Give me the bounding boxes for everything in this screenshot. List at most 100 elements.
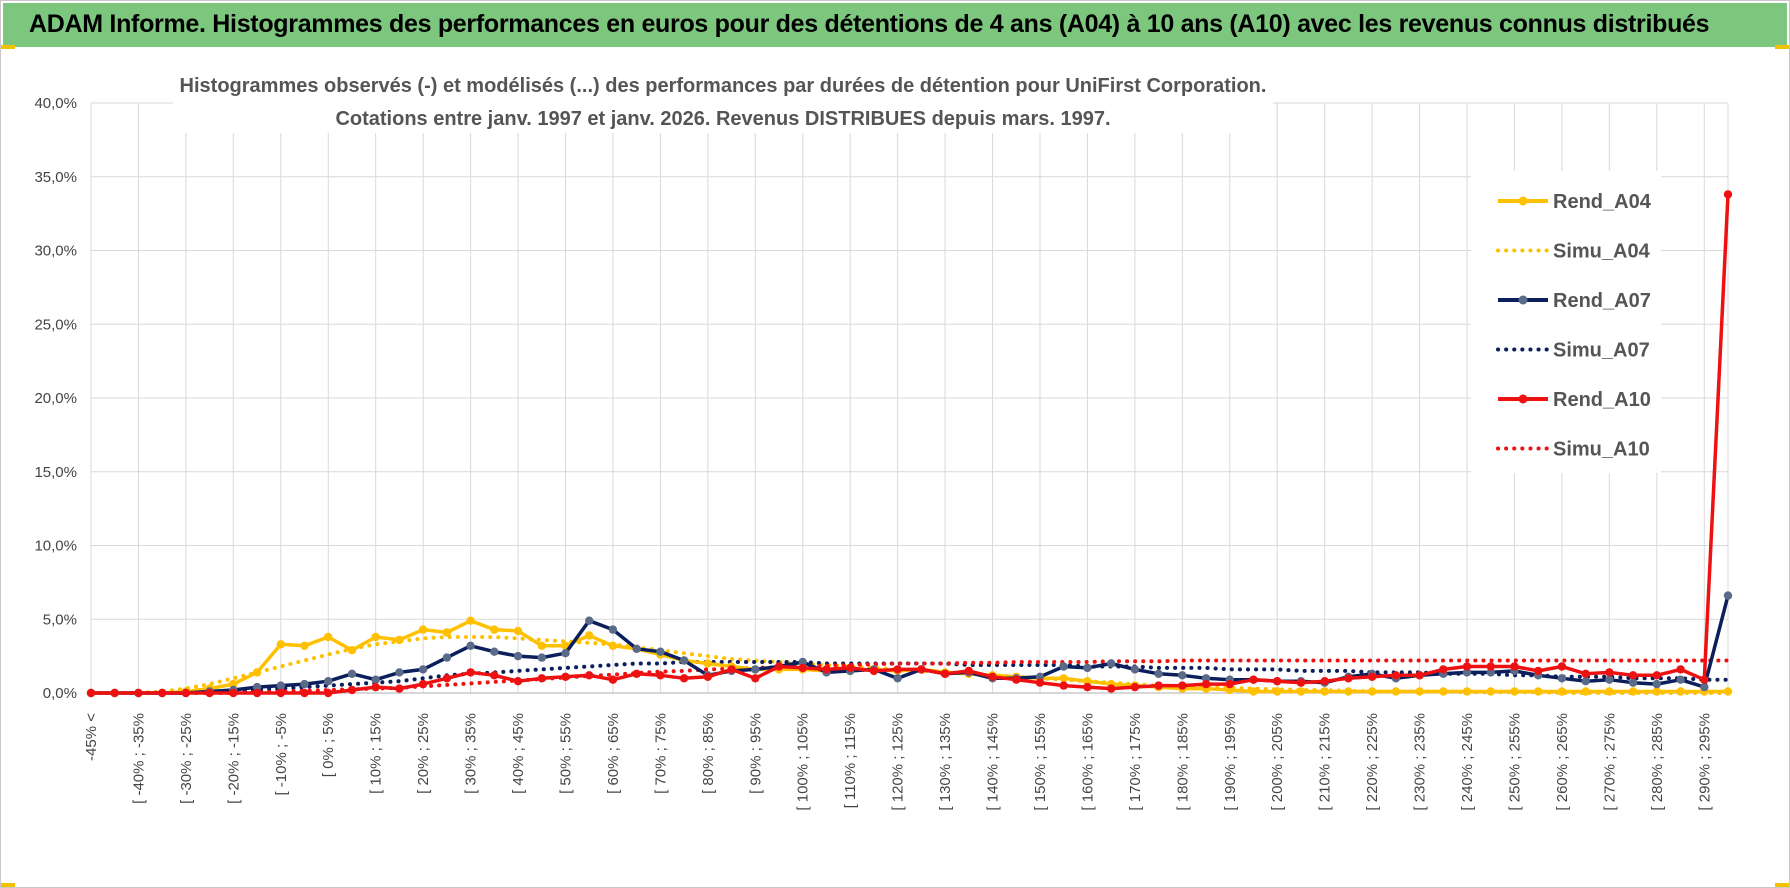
data-point-rend-a07 bbox=[371, 675, 380, 684]
legend-label-rend-a10: Rend_A10 bbox=[1553, 389, 1651, 411]
legend: Rend_A04 Simu_A04 Rend_A07 Simu_A07 Rend_A10… bbox=[1496, 191, 1652, 461]
series-line-simu-a10 bbox=[89, 658, 1730, 695]
y-tick-label: 35,0% bbox=[34, 169, 77, 186]
data-point-rend-a10 bbox=[679, 674, 689, 683]
data-point-rend-a10 bbox=[1557, 662, 1567, 671]
y-tick-label: 20,0% bbox=[34, 390, 77, 407]
legend-label-rend-a07: Rend_A07 bbox=[1553, 290, 1651, 312]
y-axis-ticks: 0,0% 5,0% 10,0% 15,0% 20,0% 25,0% 30,0% 35,0% 40… bbox=[34, 95, 77, 702]
data-point-rend-a04 bbox=[1486, 687, 1496, 696]
data-point-rend-a04 bbox=[608, 641, 618, 650]
data-point-rend-a04 bbox=[324, 632, 333, 642]
data-point-rend-a10 bbox=[774, 662, 784, 671]
y-tick-label: 0,0% bbox=[43, 685, 77, 702]
data-point-rend-a10 bbox=[1700, 675, 1709, 684]
data-point-rend-a04 bbox=[1510, 687, 1519, 696]
data-point-rend-a10 bbox=[1249, 675, 1258, 684]
data-point-rend-a04 bbox=[1225, 685, 1235, 695]
data-point-rend-a10 bbox=[1083, 682, 1092, 692]
data-point-rend-a07 bbox=[324, 677, 333, 686]
banner-title: ADAM Informe. Histogrammes des performan… bbox=[29, 10, 1710, 38]
x-tick-label: [ 10% ; 15% bbox=[368, 713, 385, 794]
legend-label-simu-a07: Simu_A07 bbox=[1553, 340, 1650, 362]
corner-accent-left bbox=[1, 45, 15, 49]
data-point-rend-a04 bbox=[1605, 687, 1614, 696]
x-tick-label: [ 200% ; 205% bbox=[1269, 713, 1286, 811]
x-tick-label: [ 110% ; 115% bbox=[842, 713, 859, 808]
data-point-rend-a10 bbox=[703, 672, 712, 681]
data-point-rend-a10 bbox=[846, 663, 855, 673]
data-point-rend-a10 bbox=[1723, 190, 1733, 199]
x-tick-label: [ 220% ; 225% bbox=[1364, 713, 1381, 811]
data-point-rend-a07 bbox=[1083, 663, 1092, 673]
data-point-rend-a04 bbox=[276, 640, 285, 649]
x-tick-label: [ 80% ; 85% bbox=[700, 713, 717, 794]
data-point-rend-a04 bbox=[1628, 687, 1638, 696]
y-tick-label: 15,0% bbox=[34, 464, 77, 481]
data-point-rend-a04 bbox=[585, 631, 594, 640]
data-point-rend-a07 bbox=[751, 665, 760, 674]
data-point-rend-a10 bbox=[1035, 678, 1045, 687]
data-point-rend-a10 bbox=[134, 688, 143, 698]
data-point-rend-a10 bbox=[1415, 671, 1424, 680]
x-tick-label: [ -40% ; -35% bbox=[130, 713, 147, 804]
data-point-rend-a07 bbox=[585, 616, 594, 625]
data-point-rend-a04 bbox=[1249, 687, 1258, 696]
data-point-rend-a10 bbox=[205, 688, 214, 698]
data-point-rend-a04 bbox=[1581, 687, 1590, 696]
data-point-rend-a10 bbox=[276, 688, 285, 698]
data-point-rend-a10 bbox=[1178, 681, 1187, 690]
data-point-rend-a10 bbox=[324, 688, 333, 698]
data-point-rend-a07 bbox=[537, 653, 546, 662]
data-point-rend-a07 bbox=[395, 668, 404, 677]
data-point-rend-a07 bbox=[1178, 671, 1187, 680]
data-point-rend-a04 bbox=[703, 659, 712, 668]
data-point-rend-a04 bbox=[1534, 687, 1543, 696]
data-point-rend-a07 bbox=[252, 682, 262, 692]
data-point-rend-a10 bbox=[751, 674, 760, 683]
data-point-rend-a10 bbox=[1107, 684, 1116, 693]
data-point-rend-a10 bbox=[656, 671, 665, 680]
data-point-rend-a07 bbox=[679, 656, 689, 665]
data-point-rend-a10 bbox=[893, 665, 902, 674]
x-tick-label: [ 270% ; 275% bbox=[1601, 713, 1618, 811]
data-point-rend-a07 bbox=[1201, 674, 1211, 683]
corner-accent-bottom-left bbox=[1, 883, 15, 887]
legend-marker-rend-a10 bbox=[1518, 394, 1528, 404]
x-tick-label: [ -10% ; -5% bbox=[273, 713, 290, 796]
data-point-rend-a10 bbox=[347, 685, 357, 695]
data-point-rend-a10 bbox=[798, 663, 807, 673]
data-point-rend-a10 bbox=[513, 677, 523, 686]
title-banner: ADAM Informe. Histogrammes des performan… bbox=[3, 3, 1787, 47]
data-point-rend-a04 bbox=[537, 641, 546, 650]
data-point-rend-a10 bbox=[300, 688, 309, 698]
x-tick-label: [ 0% ; 5% bbox=[320, 713, 337, 777]
data-point-rend-a10 bbox=[86, 688, 96, 698]
data-point-rend-a07 bbox=[561, 649, 570, 658]
x-tick-label: [ 250% ; 255% bbox=[1506, 713, 1523, 811]
y-tick-label: 40,0% bbox=[34, 95, 77, 112]
data-point-rend-a04 bbox=[466, 616, 475, 625]
legend-background bbox=[1471, 171, 1661, 473]
data-point-rend-a10 bbox=[1462, 662, 1472, 671]
data-point-rend-a10 bbox=[229, 688, 238, 698]
x-axis-ticks: -45% < [ -40% ; -35% [ -30% ; -25% [ -20% ;… bbox=[83, 713, 1713, 811]
data-point-rend-a04 bbox=[1723, 687, 1733, 696]
x-tick-label: -45% < bbox=[83, 713, 100, 761]
data-point-rend-a07 bbox=[632, 644, 641, 653]
x-tick-label: [ -20% ; -15% bbox=[225, 713, 242, 804]
corner-accent-bottom-right bbox=[1775, 883, 1789, 887]
y-tick-label: 25,0% bbox=[34, 316, 77, 333]
data-point-rend-a04 bbox=[1557, 687, 1567, 696]
data-point-rend-a07 bbox=[798, 657, 807, 667]
series-layer bbox=[86, 190, 1733, 698]
data-point-rend-a10 bbox=[158, 688, 167, 698]
x-tick-label: [ 140% ; 145% bbox=[985, 713, 1002, 811]
data-point-rend-a04 bbox=[371, 632, 380, 642]
data-point-rend-a04 bbox=[300, 641, 309, 650]
data-point-rend-a10 bbox=[632, 669, 641, 678]
data-point-rend-a07 bbox=[1557, 674, 1567, 683]
data-point-rend-a10 bbox=[1225, 679, 1235, 689]
